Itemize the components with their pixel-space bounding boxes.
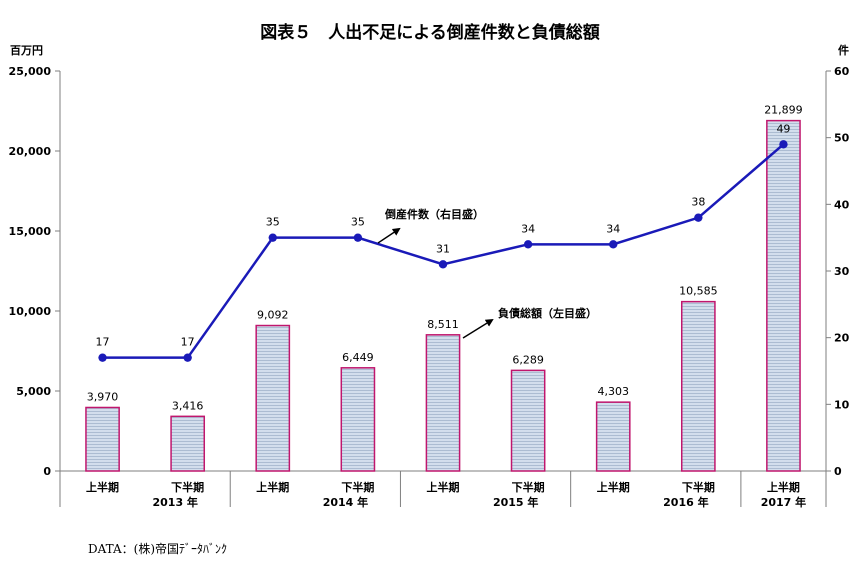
bar-value-label: 4,303 (597, 385, 629, 398)
right-tick-label: 30 (834, 265, 850, 278)
bar-value-label: 9,092 (257, 309, 289, 322)
bar-series (85, 119, 801, 472)
data-source: DATA：(株)帝国ﾃﾞｰﾀﾊﾞﾝｸ (88, 541, 227, 556)
bar-value-label: 3,416 (172, 399, 204, 412)
year-label: 2013 年 (152, 495, 197, 509)
category-label: 上半期 (86, 480, 119, 494)
category-label: 下半期 (171, 480, 204, 494)
left-tick-label: 10,000 (9, 305, 52, 318)
line-value-label: 17 (181, 336, 195, 349)
line-point (779, 140, 788, 149)
category-label: 上半期 (427, 480, 460, 494)
line-point (438, 260, 448, 269)
bar-value-label: 6,449 (342, 351, 374, 364)
bar (510, 369, 546, 472)
year-label: 2015 年 (493, 495, 538, 509)
bar (595, 401, 631, 472)
bar (680, 300, 716, 472)
line-point (523, 240, 533, 249)
bar-value-label: 8,511 (427, 318, 459, 331)
line-value-label: 49 (776, 122, 790, 135)
left-tick-label: 20,000 (9, 145, 52, 158)
line-value-label: 34 (606, 222, 620, 235)
chart-title: 図表５ 人出不足による倒産件数と負債総額 (260, 22, 600, 43)
annotation-debt-arrow (462, 318, 494, 339)
left-tick-label: 25,000 (9, 65, 52, 78)
line-point (609, 240, 618, 249)
line-value-label: 34 (521, 222, 535, 235)
bar (340, 367, 376, 472)
year-label: 2014 年 (323, 495, 368, 509)
line-series (98, 140, 788, 362)
bar (425, 334, 461, 472)
year-label: 2016 年 (663, 495, 708, 509)
bar (170, 415, 206, 472)
year-label: 2017 年 (761, 495, 806, 509)
line-point (183, 353, 192, 362)
line-value-label: 31 (436, 242, 450, 255)
line-value-label: 38 (691, 196, 705, 209)
left-axis-unit: 百万円 (10, 44, 43, 57)
right-axis-unit: 件 (838, 43, 849, 57)
category-label: 上半期 (256, 480, 289, 494)
right-tick-label: 20 (834, 332, 850, 345)
line-point (98, 353, 107, 362)
right-tick-label: 50 (834, 132, 850, 145)
category-label: 上半期 (597, 480, 630, 494)
left-tick-label: 0 (43, 465, 51, 478)
right-tick-label: 10 (834, 398, 850, 411)
left-tick-label: 5,000 (16, 385, 51, 398)
line-point (268, 233, 277, 242)
bar-value-label: 6,289 (512, 353, 544, 366)
annotation-count: 倒産件数（右目盛） (377, 207, 484, 244)
line-point (353, 233, 363, 242)
right-tick-label: 40 (834, 198, 850, 211)
bar-value-label: 3,970 (87, 390, 119, 403)
data-labels: 3,970 3,416 9,092 6,449 8,511 6,289 4,303 10,58… (87, 104, 803, 413)
line-point (694, 213, 703, 222)
category-axis: 上半期 下半期 上半期 下半期 上半期 下半期 上半期 下半期 上半期 2013 年 2014 年 2… (59, 471, 827, 509)
line-value-label: 35 (266, 216, 280, 229)
bar (766, 119, 801, 472)
annotation-count-arrow (377, 227, 401, 244)
category-label: 下半期 (682, 480, 715, 494)
annotation-count-label: 倒産件数（右目盛） (384, 207, 484, 221)
annotation-debt: 負債総額（左目盛） (462, 306, 597, 339)
category-label: 下半期 (512, 480, 545, 494)
left-tick-label: 15,000 (9, 225, 52, 238)
annotation-debt-label: 負債総額（左目盛） (498, 306, 597, 320)
line-value-label: 17 (96, 336, 110, 349)
bar (255, 324, 291, 472)
right-tick-label: 0 (834, 465, 842, 478)
bar (85, 406, 120, 472)
line-value-label: 35 (351, 216, 365, 229)
bar-value-label: 21,899 (764, 104, 803, 117)
right-tick-label: 60 (834, 65, 850, 78)
category-label: 下半期 (341, 480, 374, 494)
category-label: 上半期 (767, 480, 800, 494)
bar-value-label: 10,585 (679, 285, 718, 298)
